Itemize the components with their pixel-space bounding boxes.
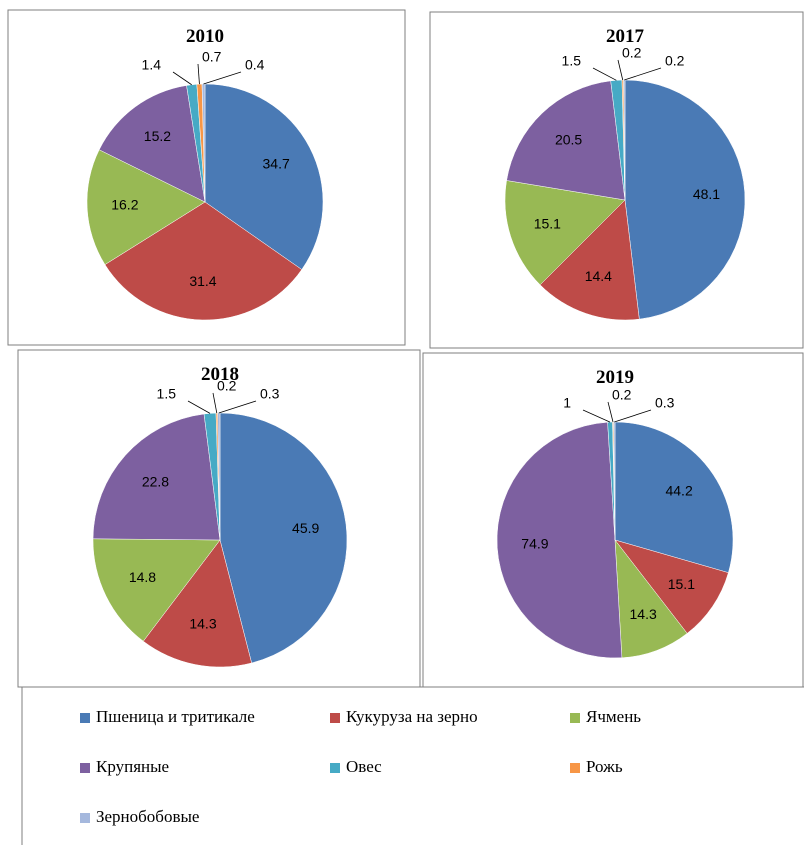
pie-slice <box>86 149 206 265</box>
pie-slice <box>506 80 626 201</box>
data-label: 0.2 <box>665 53 685 69</box>
data-label: 0.2 <box>217 378 237 394</box>
legend-swatch <box>330 713 340 723</box>
legend-swatch <box>80 813 90 823</box>
leader-line <box>624 67 662 81</box>
pie-slice <box>142 539 252 668</box>
data-label: 14.3 <box>630 606 657 622</box>
pie-slice <box>92 413 221 541</box>
leader-line <box>592 67 617 81</box>
leader-line <box>172 71 192 86</box>
data-label: 0.4 <box>245 57 265 73</box>
panel-frame <box>7 9 406 346</box>
legend-label: Пшеница и тритикале <box>96 707 255 726</box>
pie-slice <box>92 538 221 642</box>
data-label: 15.2 <box>144 128 171 144</box>
legend-label: Зернобобовые <box>96 807 199 826</box>
leader-line <box>187 400 211 414</box>
leader-line <box>203 71 242 85</box>
leader-line <box>212 392 218 414</box>
data-label: 20.5 <box>555 132 582 148</box>
pie-slice <box>204 83 324 270</box>
data-label: 31.4 <box>189 273 216 289</box>
chart-title: 2017 <box>606 26 645 47</box>
legend-label: Ячмень <box>586 707 641 726</box>
pie-slice <box>219 412 348 664</box>
data-label: 34.7 <box>263 156 290 172</box>
data-label: 48.1 <box>693 186 720 202</box>
data-label: 14.4 <box>585 268 612 284</box>
legend-label: Кукуруза на зерно <box>346 707 478 726</box>
data-label: 0.7 <box>202 49 222 65</box>
leader-line <box>607 401 614 423</box>
leader-line <box>617 59 624 81</box>
data-label: 14.3 <box>189 615 216 631</box>
pie-slice <box>614 539 729 634</box>
pie-slice <box>104 201 303 321</box>
legend-swatch <box>570 763 580 773</box>
data-label: 1 <box>563 395 571 411</box>
legend-swatch <box>570 713 580 723</box>
legend-swatch <box>80 763 90 773</box>
data-label: 14.8 <box>129 569 156 585</box>
data-label: 0.3 <box>655 395 675 411</box>
data-label: 15.1 <box>534 216 561 232</box>
legend-label: Рожь <box>586 757 623 776</box>
chart-title: 2019 <box>596 367 634 388</box>
chart-title: 2010 <box>186 26 224 47</box>
pie-slice <box>496 421 623 659</box>
leader-line <box>614 409 652 423</box>
leader-line <box>582 409 611 423</box>
data-label: 74.9 <box>521 536 548 552</box>
data-label: 22.8 <box>142 473 169 489</box>
data-label: 16.2 <box>111 197 138 213</box>
panel-frame <box>429 11 804 349</box>
pie-slice <box>539 199 640 321</box>
legend-swatch <box>330 763 340 773</box>
legend-label: Крупяные <box>96 757 169 776</box>
data-label: 1.5 <box>562 53 582 69</box>
data-label: 0.2 <box>622 45 642 61</box>
pie-slice <box>504 180 626 286</box>
pie-slice <box>98 85 206 203</box>
data-label: 0.3 <box>260 386 280 402</box>
data-label: 15.1 <box>668 576 695 592</box>
pie-slice <box>624 79 746 320</box>
leader-line <box>197 63 200 85</box>
data-label: 44.2 <box>665 482 692 498</box>
legend-swatch <box>80 713 90 723</box>
legend-label: Овес <box>346 757 382 776</box>
data-label: 45.9 <box>292 520 319 536</box>
data-label: 1.4 <box>142 57 162 73</box>
data-label: 0.2 <box>612 387 632 403</box>
data-label: 1.5 <box>157 386 177 402</box>
leader-line <box>218 400 257 414</box>
chart-title: 2018 <box>201 364 239 385</box>
pie-slice <box>614 421 734 573</box>
